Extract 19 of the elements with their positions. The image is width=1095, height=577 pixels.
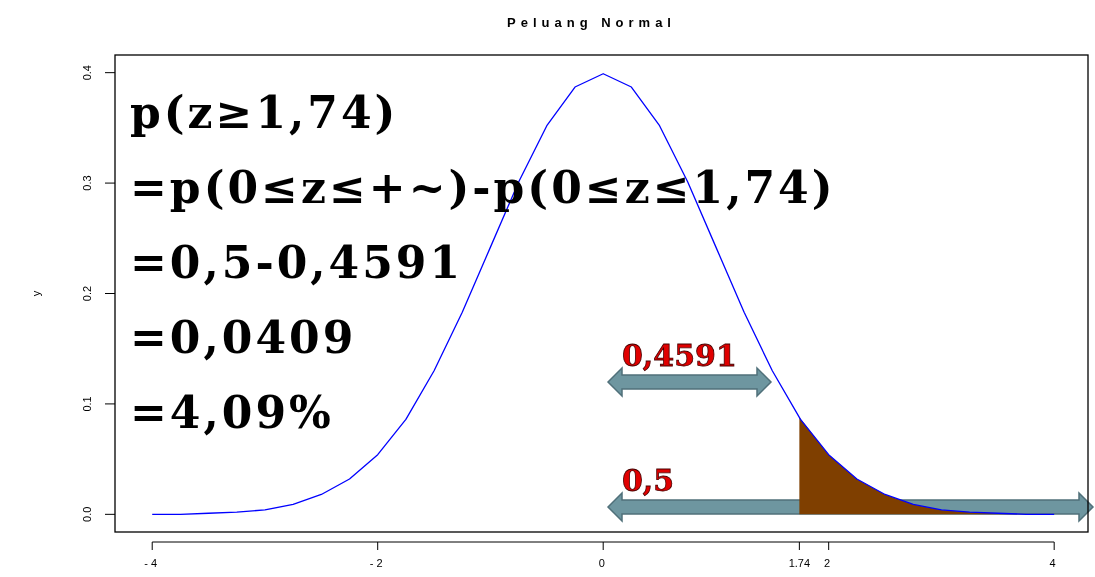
- annotation: =4,09%: [130, 387, 334, 438]
- x-tick-label: -4: [144, 556, 161, 569]
- y-tick-label: 0.3: [80, 175, 93, 191]
- x-tick-label: -2: [369, 556, 386, 569]
- x-tick-label: 0: [598, 556, 608, 569]
- annotation: =0,5-0,4591: [130, 237, 464, 288]
- y-tick-label: 0.1: [80, 396, 93, 412]
- x-tick-label: 4: [1049, 556, 1059, 569]
- y-tick-label: 0.4: [80, 65, 93, 81]
- y-axis-title: y: [30, 290, 42, 297]
- y-tick-label: 0.2: [80, 285, 93, 302]
- annotation: 0,4591: [622, 338, 737, 373]
- chart-title: Peluang Normal: [507, 15, 676, 30]
- annotation: 0,5: [622, 463, 675, 498]
- x-tick-label: 2: [824, 556, 834, 569]
- x-tick-label: 1.74: [788, 556, 811, 569]
- annotation: =0,0409: [130, 312, 357, 363]
- annotation: p(z≥1,74): [130, 87, 399, 138]
- y-tick-label: 0.0: [80, 506, 93, 522]
